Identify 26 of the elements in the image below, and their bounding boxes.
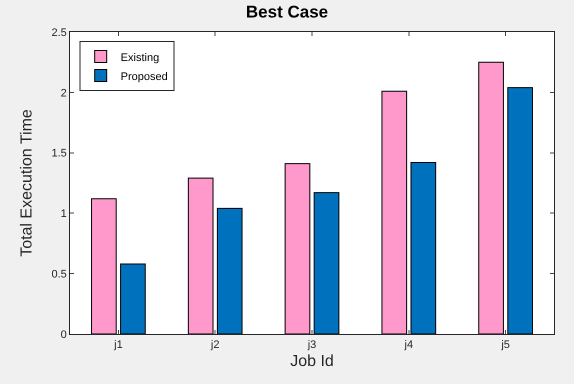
bar [381,90,408,334]
x-tick-label: j2 [210,339,220,352]
x-axis-title: Job Id [290,352,334,370]
bar [216,208,243,334]
bar [120,263,146,334]
legend-label: Proposed [120,70,168,83]
y-tick-label: 0.5 [52,268,67,280]
bar [507,87,533,334]
bar [410,162,436,334]
y-tick-label: 1 [60,208,67,220]
bar [284,163,310,334]
y-tick-label: 1.5 [52,148,67,160]
y-tick-label: 2.5 [52,26,67,39]
x-tick-label: j4 [404,339,414,352]
bar [478,62,504,334]
y-tick-label: 2 [60,87,67,100]
bar [188,178,214,334]
bar [91,198,117,334]
y-tick-label: 0 [60,328,67,341]
legend-label: Existing [120,52,160,64]
chart-title: Best Case [246,2,328,22]
bar [314,192,340,334]
x-tick-label: j5 [500,339,510,352]
y-axis-title: Total Execution Time [18,109,36,257]
x-tick-label: j3 [306,339,316,352]
x-tick-label: j1 [113,339,123,352]
